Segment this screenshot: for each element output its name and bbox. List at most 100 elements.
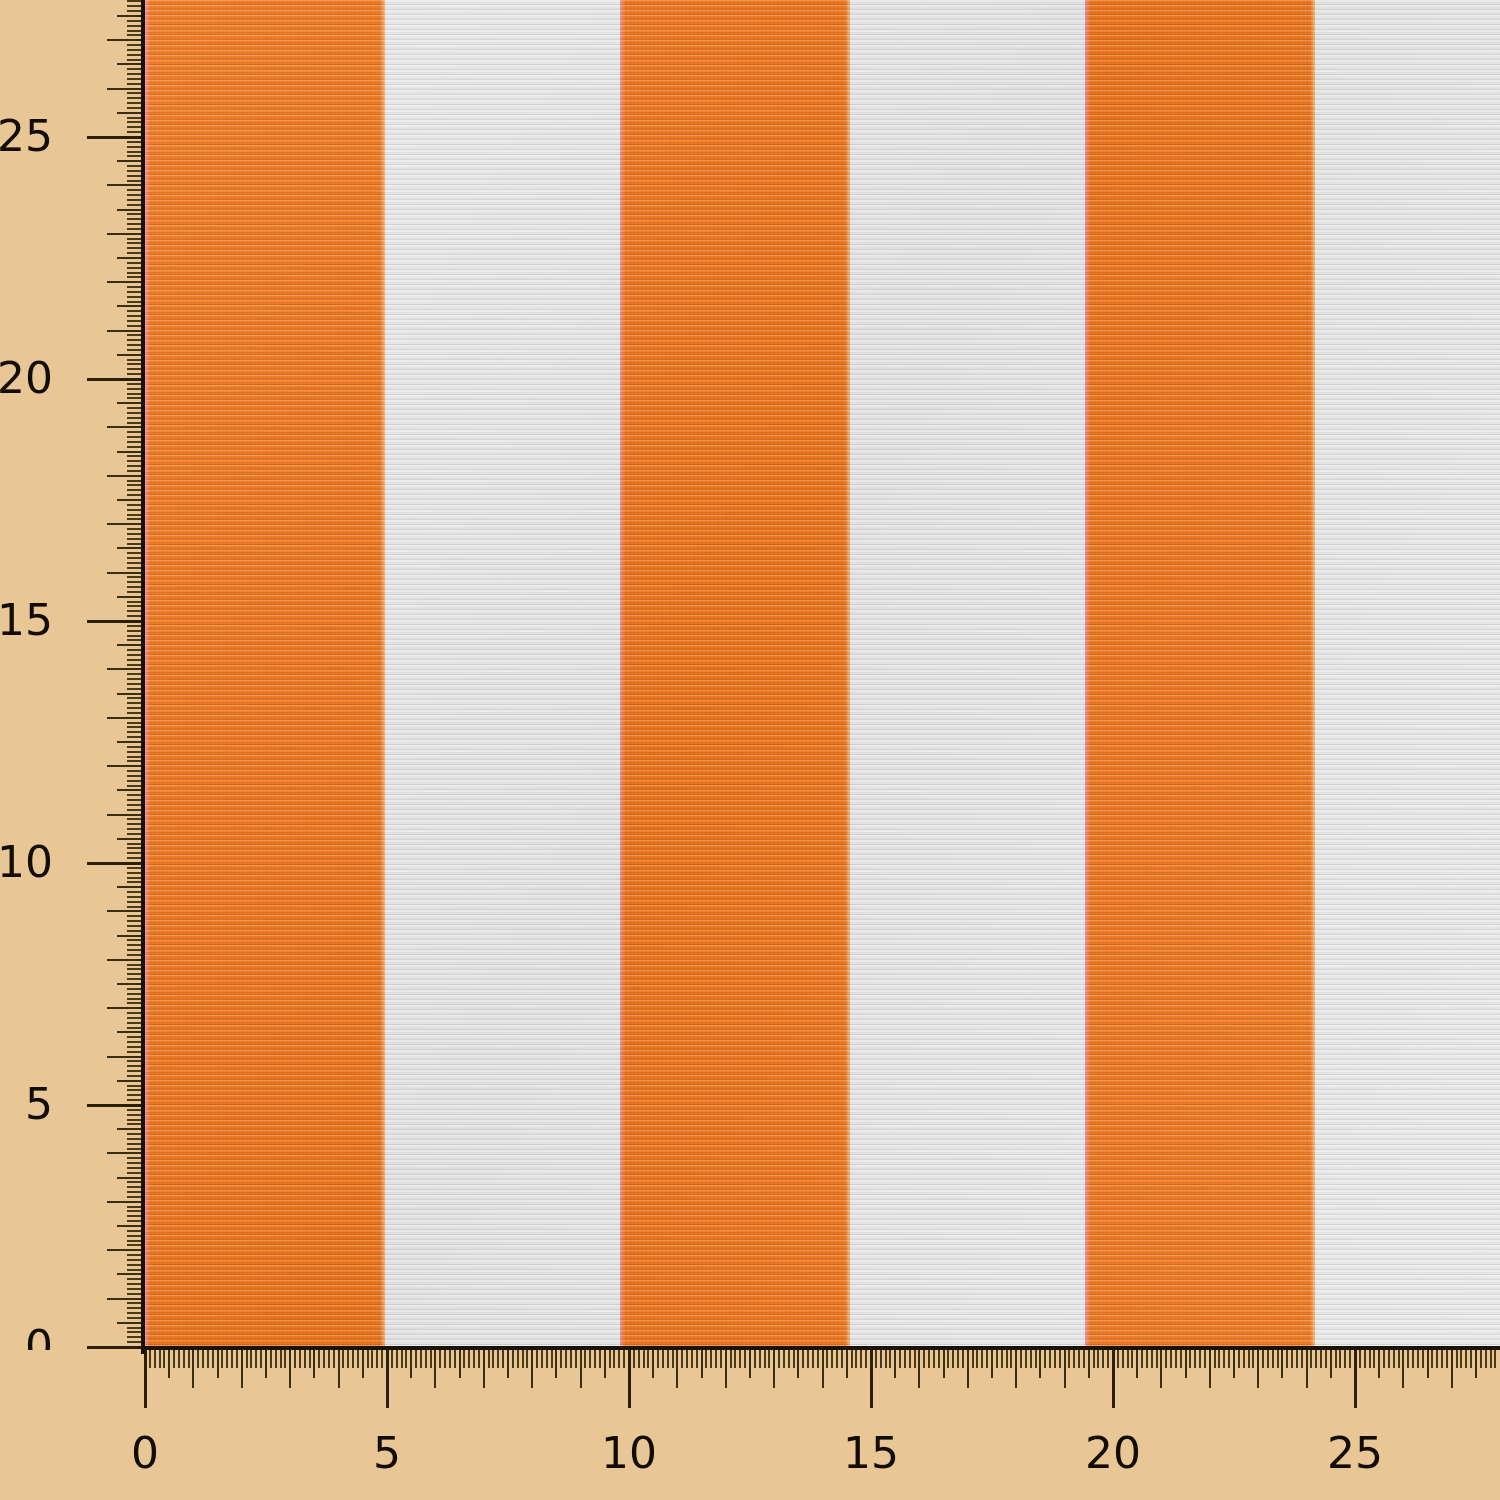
horizontal-ruler-major-tick bbox=[386, 1350, 389, 1408]
vertical-ruler-tick bbox=[127, 1191, 145, 1194]
vertical-ruler-tick bbox=[117, 789, 145, 792]
horizontal-ruler-edge bbox=[141, 1346, 1500, 1350]
horizontal-ruler-tick bbox=[1020, 1350, 1023, 1368]
vertical-ruler-tick bbox=[127, 808, 145, 811]
vertical-ruler-tick bbox=[127, 465, 145, 468]
horizontal-ruler-tick bbox=[531, 1350, 534, 1388]
vertical-ruler-tick bbox=[127, 1108, 145, 1111]
vertical-ruler-major-tick bbox=[87, 1346, 145, 1349]
vertical-ruler-major-tick bbox=[87, 378, 145, 381]
vertical-ruler-tick bbox=[117, 305, 145, 308]
horizontal-ruler-tick bbox=[1344, 1350, 1347, 1368]
horizontal-ruler-tick bbox=[850, 1350, 853, 1368]
horizontal-ruler-tick bbox=[1141, 1350, 1144, 1368]
vertical-ruler-tick bbox=[127, 1137, 145, 1140]
vertical-ruler-tick bbox=[127, 557, 145, 560]
horizontal-ruler-tick bbox=[995, 1350, 998, 1368]
vertical-ruler-tick bbox=[127, 552, 145, 555]
horizontal-ruler-tick bbox=[182, 1350, 185, 1368]
horizontal-ruler-tick bbox=[245, 1350, 248, 1368]
horizontal-ruler-tick bbox=[1107, 1350, 1110, 1368]
horizontal-ruler-tick bbox=[889, 1350, 892, 1368]
vertical-ruler-tick bbox=[127, 711, 145, 714]
horizontal-ruler-tick bbox=[294, 1350, 297, 1368]
vertical-ruler-tick bbox=[127, 697, 145, 700]
vertical-ruler-tick bbox=[127, 1220, 145, 1223]
orange-stripe-1 bbox=[145, 0, 385, 1350]
vertical-ruler-tick bbox=[127, 566, 145, 569]
vertical-ruler-tick bbox=[127, 663, 145, 666]
vertical-ruler-tick bbox=[107, 1007, 145, 1010]
vertical-ruler-tick bbox=[127, 528, 145, 531]
horizontal-ruler-tick bbox=[879, 1350, 882, 1368]
horizontal-ruler-tick bbox=[1460, 1350, 1463, 1368]
vertical-ruler-tick bbox=[107, 474, 145, 477]
horizontal-ruler-tick bbox=[502, 1350, 505, 1368]
vertical-ruler-tick bbox=[127, 876, 145, 879]
horizontal-ruler-tick bbox=[1329, 1350, 1332, 1378]
horizontal-ruler-tick bbox=[274, 1350, 277, 1368]
horizontal-ruler-tick bbox=[642, 1350, 645, 1368]
vertical-ruler-tick bbox=[127, 310, 145, 313]
vertical-ruler-tick bbox=[127, 227, 145, 230]
vertical-ruler-tick bbox=[127, 1263, 145, 1266]
vertical-ruler-tick bbox=[127, 1283, 145, 1286]
vertical-ruler-tick bbox=[127, 1312, 145, 1315]
horizontal-ruler-tick bbox=[695, 1350, 698, 1368]
horizontal-ruler-tick bbox=[1291, 1350, 1294, 1368]
vertical-ruler-label: 20 bbox=[0, 353, 53, 404]
vertical-ruler-tick bbox=[107, 281, 145, 284]
horizontal-ruler-tick bbox=[758, 1350, 761, 1368]
horizontal-ruler-tick bbox=[598, 1350, 601, 1368]
horizontal-ruler-tick bbox=[284, 1350, 287, 1368]
horizontal-ruler-tick bbox=[608, 1350, 611, 1368]
stripe-right-fringe bbox=[1310, 0, 1315, 1350]
vertical-ruler-major-tick bbox=[87, 1104, 145, 1107]
horizontal-ruler-tick bbox=[1010, 1350, 1013, 1368]
horizontal-ruler-label: 25 bbox=[1327, 1428, 1383, 1479]
horizontal-ruler-tick bbox=[1426, 1350, 1429, 1378]
vertical-ruler-tick bbox=[127, 857, 145, 860]
horizontal-ruler-tick bbox=[782, 1350, 785, 1368]
vertical-ruler-tick bbox=[127, 489, 145, 492]
vertical-ruler-tick bbox=[127, 736, 145, 739]
horizontal-ruler-tick bbox=[1068, 1350, 1071, 1368]
vertical-ruler-tick bbox=[127, 503, 145, 506]
horizontal-ruler-tick bbox=[545, 1350, 548, 1368]
vertical-ruler-label: 15 bbox=[0, 595, 53, 646]
vertical-ruler-tick bbox=[127, 373, 145, 376]
vertical-ruler-tick bbox=[127, 1089, 145, 1092]
horizontal-ruler-tick bbox=[1126, 1350, 1129, 1368]
vertical-ruler-tick bbox=[127, 803, 145, 806]
vertical-ruler-tick bbox=[127, 155, 145, 158]
horizontal-ruler-tick bbox=[487, 1350, 490, 1368]
vertical-ruler-tick bbox=[117, 886, 145, 889]
vertical-ruler-tick bbox=[127, 286, 145, 289]
horizontal-ruler-tick bbox=[405, 1350, 408, 1368]
horizontal-ruler-tick bbox=[1310, 1350, 1313, 1368]
vertical-ruler-tick bbox=[127, 750, 145, 753]
horizontal-ruler-major-tick bbox=[870, 1350, 873, 1408]
horizontal-ruler-tick bbox=[453, 1350, 456, 1368]
horizontal-ruler-tick bbox=[797, 1350, 800, 1378]
vertical-ruler-tick bbox=[117, 63, 145, 66]
stripe-left-fringe bbox=[145, 0, 150, 1350]
vertical-ruler-tick bbox=[127, 174, 145, 177]
vertical-ruler-tick bbox=[127, 561, 145, 564]
horizontal-ruler-tick bbox=[1441, 1350, 1444, 1368]
horizontal-ruler-tick bbox=[279, 1350, 282, 1368]
vertical-ruler-tick bbox=[127, 1012, 145, 1015]
vertical-ruler-tick bbox=[107, 813, 145, 816]
horizontal-ruler-tick bbox=[269, 1350, 272, 1368]
horizontal-ruler-tick bbox=[289, 1350, 292, 1388]
horizontal-ruler-tick bbox=[681, 1350, 684, 1368]
horizontal-ruler-tick bbox=[928, 1350, 931, 1368]
vertical-ruler-tick bbox=[127, 673, 145, 676]
horizontal-ruler-tick bbox=[1024, 1350, 1027, 1368]
horizontal-ruler-tick bbox=[298, 1350, 301, 1368]
horizontal-ruler-tick bbox=[1131, 1350, 1134, 1368]
horizontal-ruler-tick bbox=[1000, 1350, 1003, 1368]
vertical-ruler-tick bbox=[117, 1128, 145, 1131]
vertical-ruler-tick bbox=[127, 891, 145, 894]
horizontal-ruler-tick bbox=[202, 1350, 205, 1368]
